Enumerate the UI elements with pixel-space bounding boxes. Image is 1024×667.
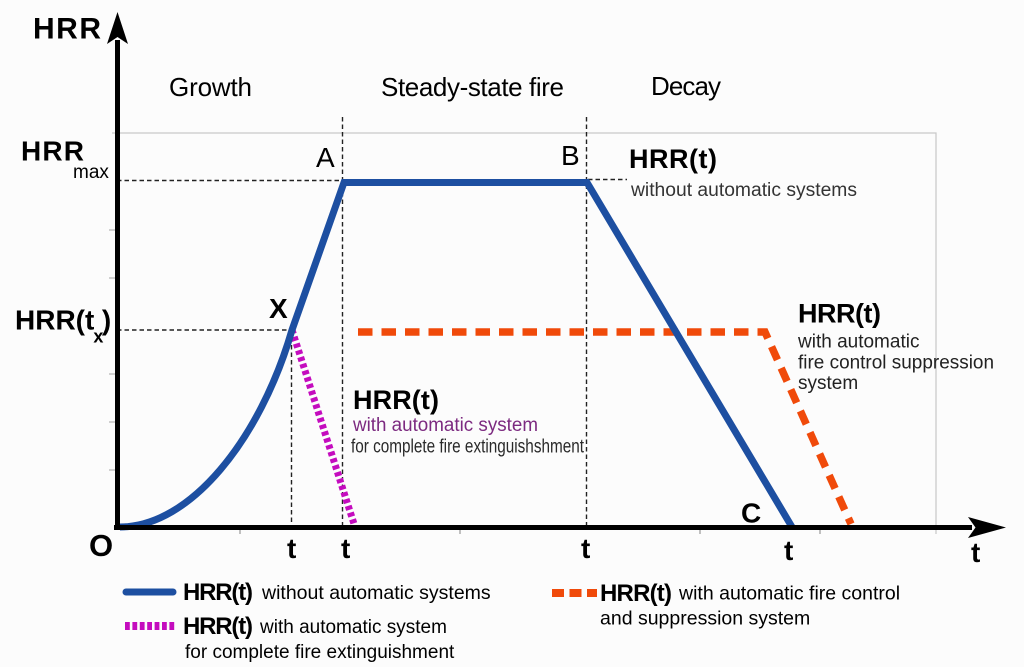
svg-text:without automatic systems: without automatic systems bbox=[261, 582, 491, 604]
svg-text:for complete fire extinguishsh: for complete fire extinguishshment bbox=[351, 437, 585, 458]
svg-text:max: max bbox=[73, 162, 109, 183]
svg-text:HRR(t): HRR(t) bbox=[629, 144, 717, 174]
svg-text:HRR(t): HRR(t) bbox=[183, 579, 253, 606]
svg-text:B: B bbox=[561, 140, 580, 171]
svg-text:HRR(t): HRR(t) bbox=[600, 580, 672, 607]
svg-text:O: O bbox=[89, 528, 113, 563]
svg-text:and suppression system: and suppression system bbox=[600, 608, 810, 630]
svg-text:A: A bbox=[316, 142, 335, 173]
svg-text:t: t bbox=[971, 537, 980, 568]
svg-text:HRR(t): HRR(t) bbox=[353, 385, 439, 415]
svg-text:Steady-state fire: Steady-state fire bbox=[381, 72, 564, 102]
svg-text:system: system bbox=[798, 373, 858, 394]
svg-text:Growth: Growth bbox=[169, 72, 252, 102]
svg-text:Decay: Decay bbox=[651, 71, 721, 101]
svg-text:HRR(t): HRR(t) bbox=[798, 299, 881, 329]
svg-text:HRR: HRR bbox=[33, 13, 101, 46]
svg-text:HRR(t): HRR(t) bbox=[183, 613, 253, 640]
svg-text:for complete fire extinguishme: for complete fire extinguishment bbox=[185, 642, 455, 663]
svg-text:t: t bbox=[581, 533, 590, 564]
svg-text:fire control suppression: fire control suppression bbox=[798, 353, 994, 374]
svg-text:HRR: HRR bbox=[21, 136, 84, 167]
svg-text:t: t bbox=[784, 535, 793, 566]
svg-text:without automatic systems: without automatic systems bbox=[630, 180, 857, 201]
svg-text:with automatic fire control: with automatic fire control bbox=[678, 583, 900, 605]
svg-text:with automatic system: with automatic system bbox=[259, 617, 447, 638]
svg-text:with automatic system: with automatic system bbox=[352, 415, 538, 436]
svg-text:t: t bbox=[287, 533, 296, 564]
svg-text:t: t bbox=[341, 533, 350, 564]
svg-text:with automatic: with automatic bbox=[797, 332, 919, 353]
svg-text:X: X bbox=[269, 293, 288, 324]
svg-text:C: C bbox=[741, 498, 761, 529]
